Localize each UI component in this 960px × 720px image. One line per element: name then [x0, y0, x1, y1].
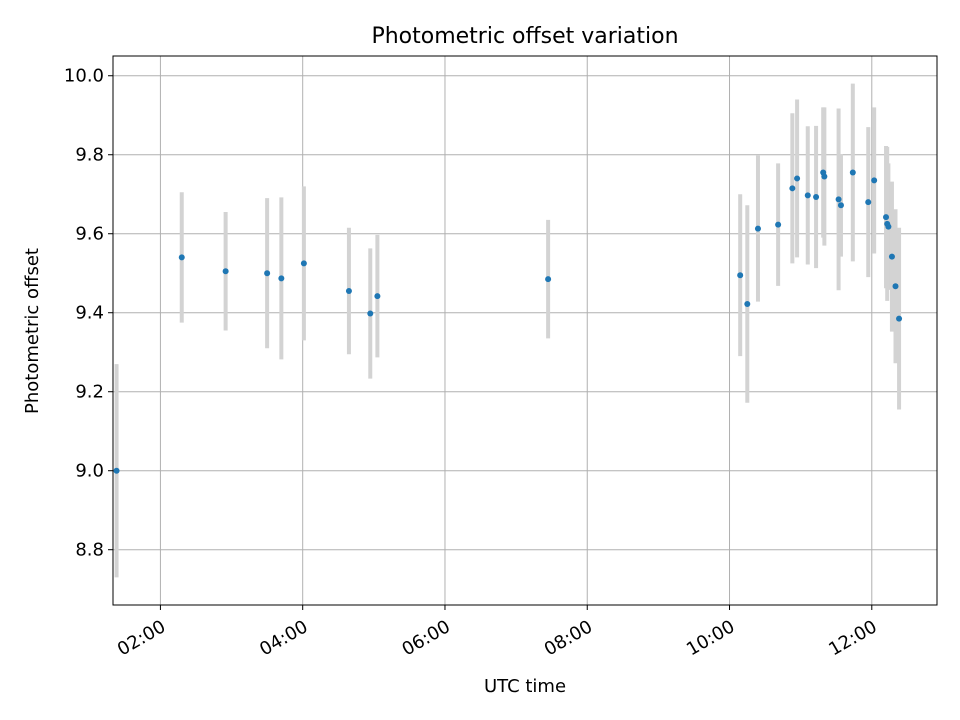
y-tick-label: 8.8	[75, 540, 104, 561]
x-axis-label: UTC time	[484, 676, 566, 697]
data-point	[865, 199, 872, 206]
data-point	[871, 177, 878, 184]
plot-frame	[112, 55, 938, 606]
data-point	[737, 272, 744, 279]
data-point	[754, 225, 761, 232]
data-point	[264, 270, 271, 277]
data-points	[113, 169, 903, 474]
y-axis-label: Photometric offset	[22, 248, 43, 414]
data-point	[113, 467, 120, 474]
y-tick-label: 9.2	[75, 382, 104, 403]
data-point	[883, 214, 890, 221]
data-point	[813, 194, 820, 201]
data-point	[892, 283, 899, 290]
data-point	[744, 301, 751, 308]
data-point	[374, 293, 381, 300]
data-point	[794, 175, 801, 182]
data-point	[789, 185, 796, 192]
y-tick-label: 9.6	[75, 224, 104, 245]
y-tick-label: 9.0	[75, 461, 104, 482]
chart-title: Photometric offset variation	[371, 24, 678, 49]
y-axis-ticks: 8.8 9.0 9.2 9.4 9.6 9.8 10.0	[64, 66, 113, 561]
data-point	[278, 275, 285, 282]
data-point	[775, 221, 782, 228]
data-point	[896, 315, 903, 322]
data-point	[821, 173, 828, 180]
data-point	[222, 268, 229, 275]
data-point	[837, 202, 844, 209]
y-tick-label: 9.4	[75, 303, 104, 324]
data-point	[804, 192, 811, 199]
y-tick-label: 10.0	[64, 66, 104, 87]
data-point	[367, 310, 374, 317]
data-point	[885, 223, 892, 230]
data-point	[888, 253, 895, 260]
data-point	[300, 260, 307, 267]
data-point	[178, 254, 185, 261]
data-point	[345, 288, 352, 295]
grid	[113, 56, 937, 605]
data-point	[835, 196, 842, 203]
y-tick-label: 9.8	[75, 145, 104, 166]
data-point	[849, 169, 856, 176]
data-point	[545, 276, 552, 283]
